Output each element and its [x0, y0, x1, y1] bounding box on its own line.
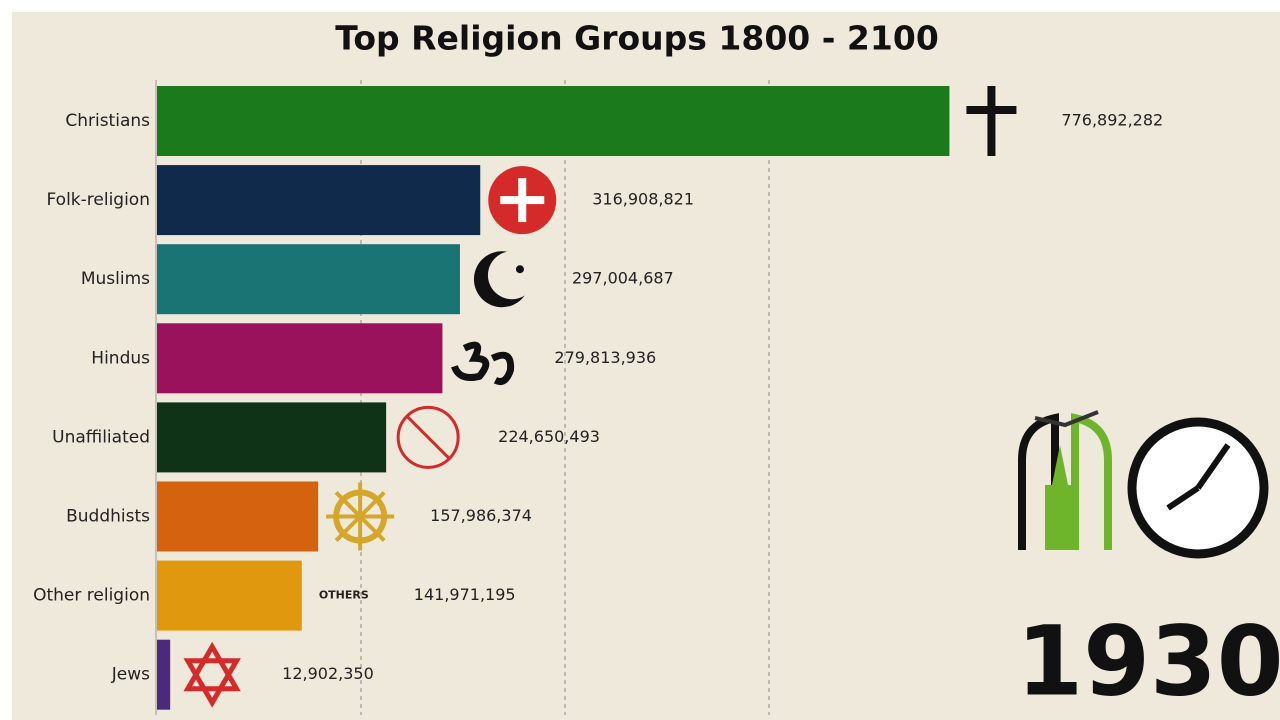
- y-tick-label: Unaffiliated: [52, 427, 150, 447]
- logo: [1018, 410, 1269, 559]
- value-label: 157,986,374: [430, 506, 532, 525]
- y-tick-label: Muslims: [81, 269, 150, 289]
- bar: [157, 481, 319, 552]
- religion-icon: [326, 482, 395, 551]
- icon-part: [451, 341, 515, 386]
- bar: [157, 86, 950, 156]
- y-tick-label: Christians: [65, 111, 150, 131]
- value-label: 141,971,195: [414, 585, 516, 604]
- religion-icon: [966, 86, 1017, 156]
- bar: [157, 165, 481, 236]
- icon-part: [487, 251, 536, 300]
- y-tick-label: Folk-religion: [47, 190, 151, 210]
- icon-part: [966, 106, 1017, 114]
- icon-part: [987, 86, 996, 156]
- value-label: 279,813,936: [554, 348, 656, 367]
- religion-icon: [473, 251, 536, 308]
- y-tick-label: Other religion: [33, 586, 150, 606]
- y-tick-label: Buddhists: [66, 507, 150, 527]
- plot-area: Christians 776,892,282 Folk-religion 316,90…: [33, 80, 1163, 715]
- value-label: 224,650,493: [498, 427, 600, 446]
- bar: [157, 244, 460, 315]
- value-label: 12,902,350: [282, 664, 374, 683]
- year-label: 1930: [1016, 605, 1280, 717]
- icon-part: [358, 491, 386, 518]
- icon-part: [406, 415, 451, 460]
- icon-part: [334, 491, 362, 518]
- value-label: 316,908,821: [592, 190, 694, 209]
- icon-part: [518, 178, 527, 223]
- bar: [157, 560, 302, 631]
- chart-title: Top Religion Groups 1800 - 2100: [335, 19, 939, 58]
- icon-part: [396, 405, 460, 469]
- icon-part: [358, 515, 386, 542]
- religion-icon: [183, 641, 241, 708]
- bar: [157, 323, 443, 394]
- icon-part: [183, 658, 241, 708]
- value-label: 297,004,687: [572, 269, 674, 288]
- icon-label: OTHERS: [319, 589, 369, 602]
- bar: [157, 639, 171, 710]
- religion-icon: [488, 166, 557, 235]
- religion-icon: [396, 405, 460, 469]
- y-tick-label: Jews: [111, 665, 150, 685]
- icon-part: [183, 641, 241, 692]
- religion-icon: [451, 341, 515, 386]
- value-label: 776,892,282: [1061, 111, 1163, 130]
- religion-icon: OTHERS: [319, 589, 369, 602]
- bar: [157, 402, 387, 473]
- icon-part: [515, 265, 524, 274]
- y-tick-label: Hindus: [91, 348, 150, 368]
- icon-part: [334, 515, 362, 542]
